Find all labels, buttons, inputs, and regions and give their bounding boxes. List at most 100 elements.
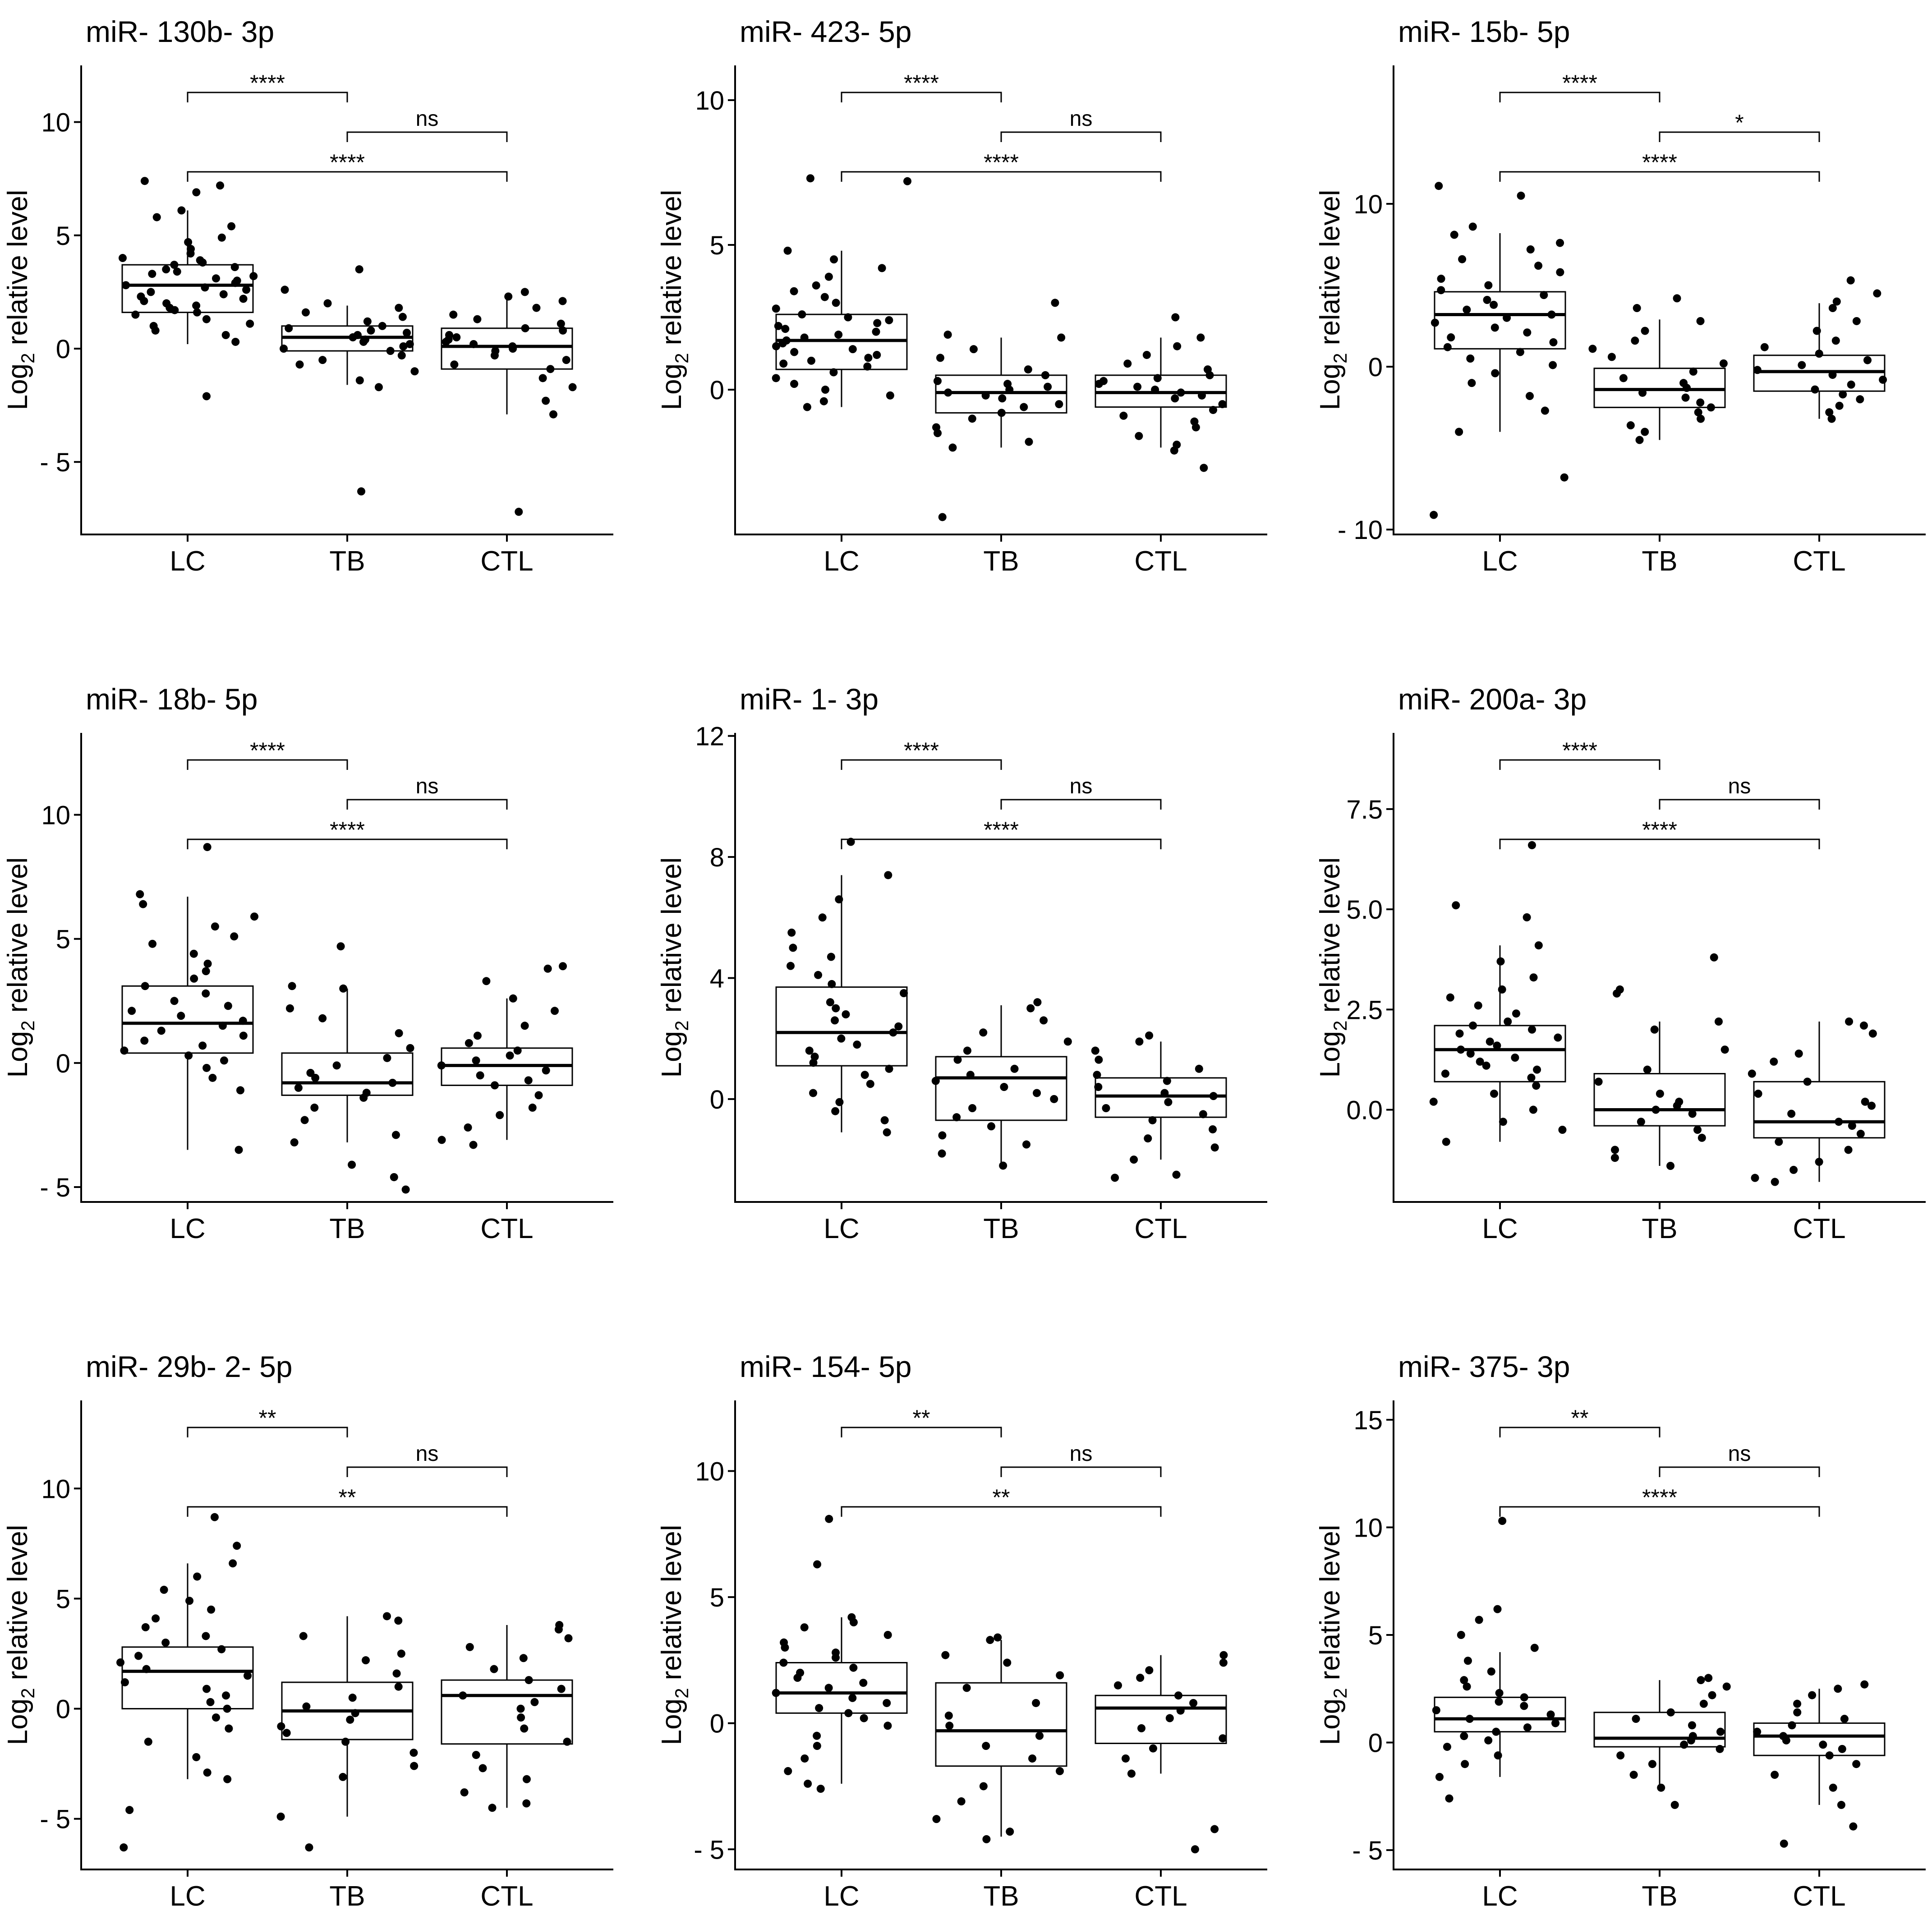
data-point [1815,1158,1823,1166]
data-point [1523,913,1531,921]
data-point [1651,1105,1660,1114]
data-point [185,1597,194,1605]
data-point [815,1704,823,1713]
points-tb [285,942,414,1194]
data-point [1793,1699,1802,1708]
data-point [363,317,372,326]
x-tick-label: LC [1482,1881,1518,1906]
data-point [311,1073,320,1082]
data-point [1648,1760,1656,1768]
data-point [1549,361,1557,369]
data-point [147,288,155,296]
data-point [880,1116,889,1124]
significance-bracket: ns [1000,774,1162,810]
data-point [1200,464,1208,472]
data-point [1430,511,1438,519]
data-point [568,383,577,391]
data-point [374,383,383,391]
data-point [1102,1104,1110,1112]
data-point [382,1612,391,1621]
bracket-line [1659,131,1820,142]
data-point [210,1513,219,1521]
box-tb [935,337,1067,448]
data-point [1490,323,1499,332]
data-point [378,322,386,330]
data-point [820,293,829,301]
data-point [136,890,144,898]
x-tick-label: CTL [480,1881,533,1906]
y-tick-label: 0 [56,335,70,364]
data-point [1710,953,1718,962]
x-tick-label: TB [983,1213,1019,1244]
data-point [189,949,198,958]
data-point [1435,1772,1444,1781]
data-point [1463,305,1471,314]
data-point [1490,1090,1499,1098]
y-tick-label: 10 [1353,190,1383,219]
data-point [1024,365,1032,374]
box-ctl [1095,337,1227,448]
significance-label: **** [1642,150,1677,175]
y-axis-label: Log2 relative level [2,190,38,410]
data-point [1657,1783,1665,1792]
data-point [883,1722,892,1730]
data-point [1170,446,1178,455]
x-tick-label: TB [1642,1881,1677,1906]
data-point [941,1651,950,1659]
data-point [1210,1825,1219,1833]
significance-bracket: **** [187,70,348,102]
data-point [202,1063,211,1072]
data-point [1722,1682,1731,1691]
data-point [532,304,541,312]
significance-bracket: * [1659,110,1820,142]
data-point [332,1061,341,1070]
data-point [1437,286,1445,295]
data-point [1594,1077,1603,1086]
data-point [246,319,254,328]
data-point [1460,1676,1468,1685]
data-point [1492,1727,1500,1736]
data-point [1856,395,1864,404]
data-point [1798,361,1806,369]
data-point [1144,1134,1152,1143]
data-point [391,1131,400,1139]
data-point [884,871,892,879]
data-point [359,1093,368,1102]
points-ctl [1091,1031,1219,1182]
data-point [1151,386,1159,394]
data-point [803,403,811,411]
data-point [460,1788,469,1797]
data-point [1673,294,1681,303]
data-point [1670,1800,1679,1809]
data-point [1860,1680,1869,1689]
data-point [1191,1845,1199,1854]
data-point [339,984,348,993]
data-point [1838,1745,1846,1753]
data-point [399,342,408,350]
data-point [1831,336,1840,345]
data-point [1123,359,1132,368]
data-point [1834,1685,1842,1693]
data-point [563,1737,571,1746]
data-point [1437,275,1445,283]
data-point [778,339,787,348]
significance-label: ** [993,1485,1010,1510]
data-point [235,1146,243,1154]
data-point [1541,406,1549,415]
y-tick-label: - 5 [694,1835,724,1865]
data-point [1000,1083,1008,1091]
data-point [282,1729,291,1737]
data-point [1040,1016,1048,1025]
data-point [800,1623,809,1632]
data-point [1848,1122,1856,1130]
data-point [1610,1154,1619,1162]
data-point [1868,1029,1877,1038]
data-point [220,1056,228,1065]
box-ctl [1753,1689,1886,1805]
box-iqr [441,327,573,370]
data-point [336,942,345,951]
y-axis-label-log: Log [1315,364,1346,410]
data-point [202,967,210,976]
significance-label: ** [339,1485,356,1510]
y-axis-label-sub: 2 [17,1021,38,1031]
